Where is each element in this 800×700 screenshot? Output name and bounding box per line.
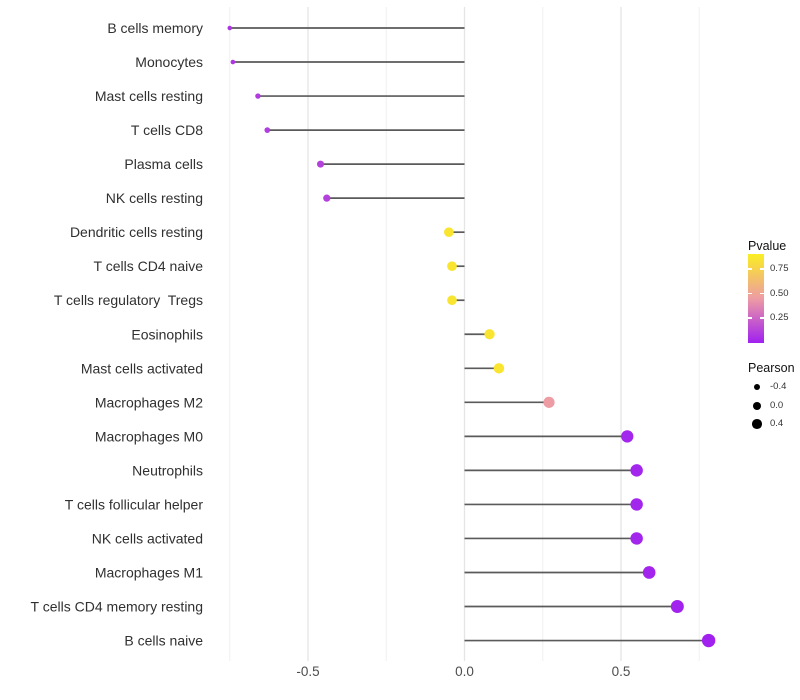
y-axis-category-label: Mast cells resting	[95, 88, 203, 104]
x-axis-tick-label: 0.0	[455, 664, 474, 679]
pearson-legend-title: Pearson	[748, 361, 795, 375]
data-point-dot	[493, 363, 505, 374]
y-axis-category-label: Dendritic cells resting	[70, 224, 203, 240]
y-axis-category-label: B cells naive	[124, 633, 203, 649]
y-axis-category-label: Macrophages M0	[95, 428, 203, 444]
pearson-size-key-dot	[752, 401, 762, 411]
y-axis-category-label: Macrophages M2	[95, 394, 203, 410]
colorbar-tick-notch	[748, 317, 752, 320]
x-axis-tick-label: -0.5	[296, 664, 319, 679]
colorbar-tick-notch	[748, 292, 752, 295]
pvalue-colorbar	[748, 254, 764, 343]
data-point-dot	[447, 295, 457, 306]
data-point-dot	[316, 160, 325, 168]
colorbar-tick-notch	[760, 292, 764, 295]
data-point-dot	[630, 532, 643, 545]
data-point-dot	[484, 329, 495, 340]
data-point-dot	[255, 93, 261, 99]
y-axis-category-label: T cells CD4 naive	[94, 258, 204, 274]
colorbar-tick-notch	[760, 268, 764, 270]
data-point-dot	[230, 59, 236, 65]
pvalue-colorbar-tick-025: 0.25	[770, 312, 789, 323]
y-axis-category-label: Neutrophils	[132, 462, 203, 478]
y-axis-category-label: T cells CD8	[131, 122, 203, 138]
pvalue-colorbar-tick-050: 0.50	[770, 288, 789, 299]
colorbar-tick-notch	[760, 317, 764, 320]
data-point-dot	[323, 194, 331, 202]
pearson-size-key-label: -0.4	[770, 381, 787, 392]
data-point-dot	[543, 396, 555, 408]
y-axis-category-label: Plasma cells	[124, 156, 203, 172]
y-axis-category-label: Mast cells activated	[81, 360, 203, 376]
pvalue-legend-title: Pvalue	[748, 239, 787, 253]
pearson-size-key-dot	[753, 383, 761, 391]
data-point-dot	[264, 127, 271, 133]
pearson-size-key-label: 0.4	[770, 418, 784, 429]
data-point-dot	[642, 566, 656, 579]
data-point-dot	[444, 227, 454, 237]
pearson-size-key-label: 0.0	[770, 400, 784, 411]
data-point-dot	[701, 633, 716, 648]
y-axis-category-label: Eosinophils	[131, 326, 203, 342]
y-axis-category-label: T cells regulatory Tregs	[54, 292, 203, 308]
data-point-dot	[227, 25, 232, 31]
pearson-size-key-dot	[752, 419, 762, 429]
y-axis-category-label: T cells follicular helper	[65, 496, 204, 512]
data-point-dot	[630, 464, 643, 477]
colorbar-tick-notch	[748, 268, 752, 270]
y-axis-category-label: T cells CD4 memory resting	[31, 599, 203, 615]
data-point-dot	[630, 498, 643, 511]
x-axis-tick-label: 0.5	[612, 664, 631, 679]
data-point-dot	[670, 600, 684, 614]
y-axis-category-label: Macrophages M1	[95, 564, 203, 580]
y-axis-category-label: Monocytes	[135, 54, 203, 70]
y-axis-category-label: B cells memory	[107, 20, 203, 36]
data-point-dot	[621, 430, 634, 443]
pvalue-colorbar-tick-075: 0.75	[770, 263, 789, 274]
data-point-dot	[447, 261, 457, 272]
y-axis-category-label: NK cells activated	[92, 530, 203, 546]
y-axis-category-label: NK cells resting	[106, 190, 203, 206]
